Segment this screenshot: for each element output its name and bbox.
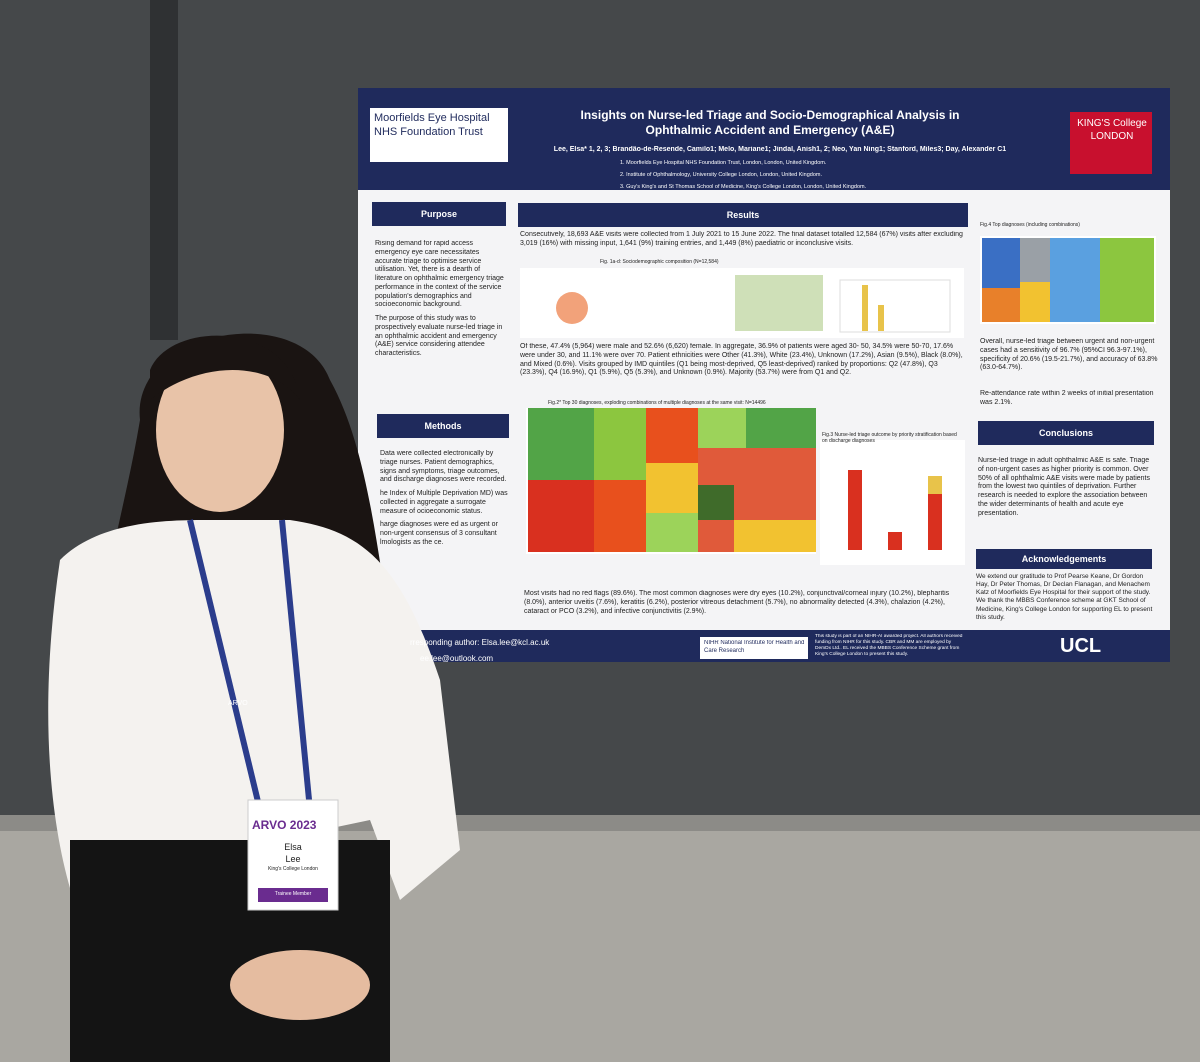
figure-caption: Fig. 1a-d: Sociodemographic composition … (600, 259, 719, 265)
section-text: We extend our gratitude to Prof Pearse K… (976, 573, 1153, 621)
paragraph: harge diagnoses were ed as urgent or non… (380, 521, 498, 546)
paragraph: 2. Institute of Ophthalmology, Universit… (620, 171, 822, 178)
section-text: Rising demand for rapid access emergency… (375, 240, 505, 405)
section-heading: Results (518, 203, 968, 227)
paragraph: Data were collected electronically by tr… (380, 450, 507, 484)
badge-event: ARVO 2023 (252, 818, 317, 832)
affiliations: 1. Moorfields Eye Hospital NHS Foundatio… (620, 160, 940, 196)
badge-name: Elsa (284, 842, 302, 852)
paragraph: 1. Moorfields Eye Hospital NHS Foundatio… (620, 160, 827, 166)
logo-text: Moorfields Eye Hospital NHS Foundation T… (374, 112, 490, 138)
results-text: Consecutively, 18,693 A&E visits were co… (520, 231, 963, 247)
logo-text: KING'S College LONDON (1077, 118, 1147, 142)
section-heading: Conclusions (978, 421, 1154, 445)
right-text: Re-attendance rate within 2 weeks of ini… (980, 390, 1154, 406)
figure-caption: Fig.4 Top diagnoses (including combinati… (980, 222, 1080, 228)
section-heading: Methods (377, 414, 509, 438)
nihr-logo (700, 637, 808, 659)
paragraph: 3. Guy's King's and St Thomas School of … (620, 183, 867, 190)
paragraph: he Index of Multiple Deprivation MD) was… (380, 490, 508, 515)
nihr-text: NIHR National Institute for Health and C… (704, 640, 805, 654)
poster-title: Insights on Nurse-led Triage and Socio-D… (580, 108, 960, 137)
badge-member: Trainee Member (274, 891, 312, 897)
kcl-logo (1070, 112, 1152, 174)
right-text: Overall, nurse-led triage between urgent… (980, 338, 1158, 372)
frame (150, 0, 178, 340)
contact: ee.lee@outlook.com (420, 654, 494, 663)
contact: rresponding author: Elsa.lee@kcl.ac.uk (410, 638, 550, 647)
paragraph: Rising demand for rapid access emergency… (375, 240, 504, 309)
figure-caption: Fig.2* Top 30 diagnoses, exploding combi… (548, 400, 766, 406)
figure-caption: Fig.3 Nurse-led triage outcome by priori… (822, 432, 957, 445)
authors: Lee, Elsa* 1, 2, 3; Brandão-de-Resende, … (553, 146, 1007, 153)
section-heading: Acknowledgements (976, 549, 1152, 569)
badge-name: Lee (285, 854, 301, 864)
section-text: Nurse-led triage in adult ophthalmic A&E… (978, 457, 1150, 517)
results-text: Of these, 47.4% (5,964) were male and 52… (520, 343, 963, 377)
ucl-logo: UCL (1060, 635, 1102, 657)
footer-note: This study is part of an NIHR-AI awarded… (815, 634, 963, 657)
section-text: Data were collected electronically by tr… (380, 450, 508, 625)
paragraph: The purpose of this study was to prospec… (375, 315, 503, 357)
badge-org: King's College London (268, 866, 318, 872)
person (48, 333, 460, 1062)
logo-box (370, 108, 508, 162)
results-text: Most visits had no red flags (89.6%). Th… (524, 590, 950, 615)
section-heading: Purpose (372, 202, 506, 226)
figures (520, 236, 1156, 565)
lanyard-text: ARVO (228, 700, 248, 707)
